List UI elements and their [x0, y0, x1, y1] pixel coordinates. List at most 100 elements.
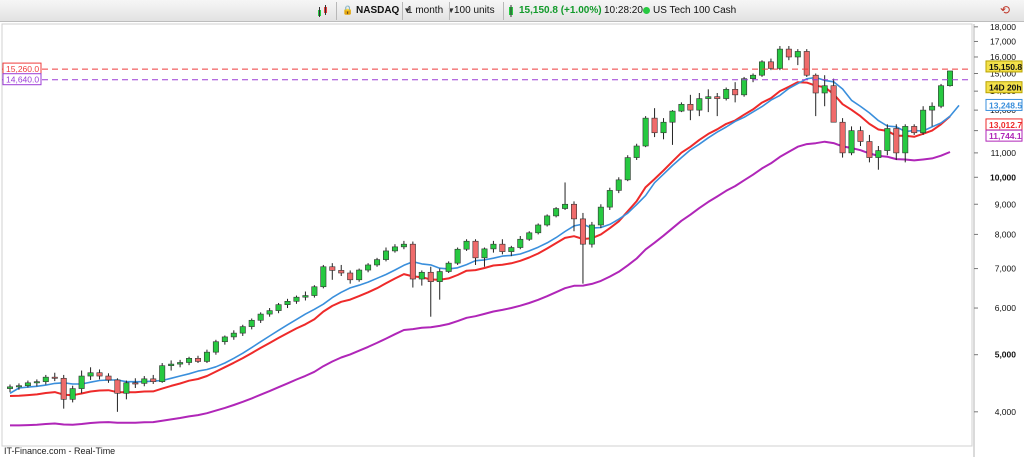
candle-body[interactable] [732, 89, 739, 96]
candle-body[interactable] [427, 271, 434, 283]
candle-body[interactable] [776, 48, 783, 69]
candle-body[interactable] [678, 103, 685, 112]
candle-body[interactable] [284, 300, 291, 305]
candle-body[interactable] [248, 319, 255, 327]
candle-body[interactable] [454, 248, 461, 264]
candle-body[interactable] [767, 61, 774, 69]
candle-body[interactable] [132, 382, 139, 385]
candle-body[interactable] [875, 150, 882, 158]
candle-body[interactable] [562, 203, 569, 209]
candle-body[interactable] [821, 85, 828, 94]
candle-body[interactable] [141, 378, 148, 384]
candle-body[interactable] [741, 78, 748, 96]
candle-body[interactable] [87, 372, 94, 377]
candle-body[interactable] [159, 365, 166, 382]
candle-body[interactable] [579, 218, 586, 245]
candle-body[interactable] [938, 85, 945, 107]
candle-body[interactable] [230, 332, 237, 338]
candle-body[interactable] [812, 74, 819, 94]
candle-body[interactable] [723, 89, 730, 99]
candle-body[interactable] [33, 381, 40, 384]
candle-body[interactable] [624, 157, 631, 181]
candle-body[interactable] [750, 74, 757, 79]
candle-body[interactable] [69, 388, 76, 400]
candle-body[interactable] [597, 206, 604, 226]
candle-body[interactable] [571, 203, 577, 220]
candle-body[interactable] [642, 117, 649, 147]
candle-body[interactable] [266, 310, 273, 315]
candle-body[interactable] [293, 296, 300, 302]
candle-body[interactable] [356, 269, 363, 281]
candle-body[interactable] [490, 243, 497, 250]
candle-body[interactable] [445, 262, 452, 272]
candle-body[interactable] [7, 386, 13, 389]
candle-body[interactable] [839, 121, 846, 154]
candle-body[interactable] [588, 224, 595, 245]
candle-body[interactable] [168, 363, 175, 366]
candle-body[interactable] [311, 286, 318, 296]
candle-body[interactable] [651, 117, 658, 134]
candle-body[interactable] [553, 208, 560, 217]
candle-body[interactable] [929, 105, 936, 111]
candle-body[interactable] [848, 130, 855, 154]
candle-body[interactable] [463, 240, 470, 250]
candle-body[interactable] [526, 232, 533, 240]
candle-body[interactable] [239, 326, 246, 334]
candle-body[interactable] [409, 243, 416, 280]
candle-body[interactable] [436, 271, 443, 283]
candle-body[interactable] [24, 382, 31, 386]
candle-body[interactable] [105, 375, 112, 381]
candle-body[interactable] [203, 351, 210, 362]
candle-body[interactable] [302, 295, 309, 298]
candle-body[interactable] [884, 128, 891, 151]
candle-body[interactable] [705, 96, 712, 99]
candle-body[interactable] [472, 240, 479, 259]
candle-body[interactable] [759, 61, 765, 76]
candle-body[interactable] [374, 259, 381, 266]
candle-body[interactable] [418, 271, 425, 280]
instrument-select[interactable]: 🔒 NASDAQ ▼ [342, 3, 411, 18]
candle-body[interactable] [42, 376, 49, 382]
candle-body[interactable] [893, 128, 900, 154]
candle-body[interactable] [785, 48, 792, 58]
candle-body[interactable] [123, 382, 130, 394]
candle-body[interactable] [177, 362, 184, 365]
candle-body[interactable] [78, 375, 85, 389]
candle-body[interactable] [866, 141, 873, 158]
candle-body[interactable] [794, 51, 801, 58]
candle-body[interactable] [830, 85, 837, 123]
refresh-icon[interactable]: ⟲ [1000, 3, 1011, 17]
candle-body[interactable] [517, 238, 524, 248]
price-chart[interactable]: 18,00017,00016,00015,00014,00013,00012,0… [0, 22, 1024, 457]
candle-body[interactable] [606, 190, 613, 208]
candle-body[interactable] [186, 358, 193, 363]
candle-body[interactable] [60, 377, 67, 400]
candle-body[interactable] [391, 246, 398, 252]
candle-body[interactable] [338, 270, 345, 274]
candle-body[interactable] [329, 266, 336, 271]
candle-body[interactable] [212, 341, 219, 353]
candle-body[interactable] [714, 96, 721, 99]
candle-body[interactable] [669, 110, 676, 123]
candle-body[interactable] [320, 266, 327, 288]
candle-body[interactable] [221, 336, 228, 343]
candle-body[interactable] [687, 103, 694, 111]
candle-body[interactable] [535, 224, 542, 234]
candle-body[interactable] [195, 358, 201, 362]
candle-body[interactable] [275, 304, 282, 311]
candle-body[interactable] [481, 248, 488, 259]
candle-body[interactable] [150, 378, 157, 382]
candle-body[interactable] [365, 264, 372, 271]
candle-body[interactable] [51, 376, 58, 379]
candle-body[interactable] [96, 372, 103, 377]
candle-body[interactable] [947, 70, 953, 87]
candle-body[interactable] [633, 145, 640, 158]
chart-type-icon[interactable] [316, 4, 330, 19]
candle-body[interactable] [15, 385, 22, 388]
candle-body[interactable] [383, 250, 389, 260]
units-select[interactable]: 100 units [454, 3, 502, 18]
candle-body[interactable] [114, 379, 121, 394]
candle-body[interactable] [544, 215, 551, 226]
timeframe-select[interactable]: 1 month ▼ [407, 3, 455, 18]
candle-body[interactable] [696, 98, 703, 111]
